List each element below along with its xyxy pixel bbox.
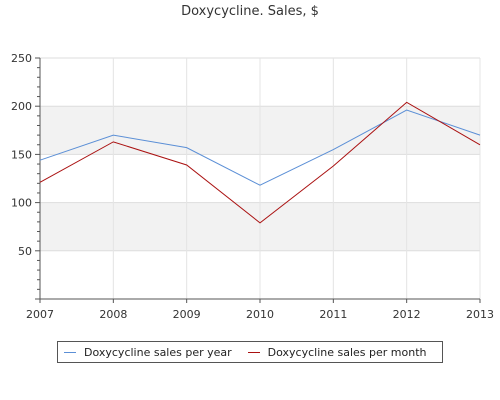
x-tick-label: 2011 — [319, 308, 347, 321]
legend-item-series-1: Doxycycline sales per year — [64, 346, 232, 359]
x-tick-label: 2010 — [246, 308, 274, 321]
grid-lines — [40, 57, 481, 299]
y-tick-label: 100 — [11, 197, 32, 210]
x-tick-label: 2007 — [26, 308, 54, 321]
axes — [35, 57, 481, 303]
x-tick-label: 2009 — [173, 308, 201, 321]
chart-title: Doxycycline. Sales, $ — [181, 4, 319, 19]
legend-item-series-2: Doxycycline sales per month — [247, 345, 427, 359]
x-tick-label: 2008 — [99, 308, 127, 321]
y-tick-label: 250 — [11, 52, 32, 65]
y-tick-label: 50 — [18, 245, 32, 258]
legend-swatch-series-1 — [64, 351, 76, 353]
legend-label-series-1: Doxycycline sales per year — [84, 345, 232, 359]
legend-label-series-2: Doxycycline sales per month — [267, 345, 427, 359]
x-tick-label: 2012 — [393, 308, 421, 321]
series-line-2 — [39, 101, 481, 224]
y-tick-label: 150 — [11, 148, 32, 161]
tick-labels: 50 100 150 200 250 2007 2008 2009 2010 2011 2012 20… — [11, 52, 494, 321]
x-tick-label: 2013 — [466, 308, 494, 321]
legend-swatch-series-2 — [247, 351, 260, 353]
series-line-1 — [39, 109, 481, 186]
y-tick-label: 200 — [11, 100, 32, 113]
series-lines — [39, 101, 481, 224]
legend: Doxycycline sales per year Doxycycline s… — [57, 341, 443, 363]
